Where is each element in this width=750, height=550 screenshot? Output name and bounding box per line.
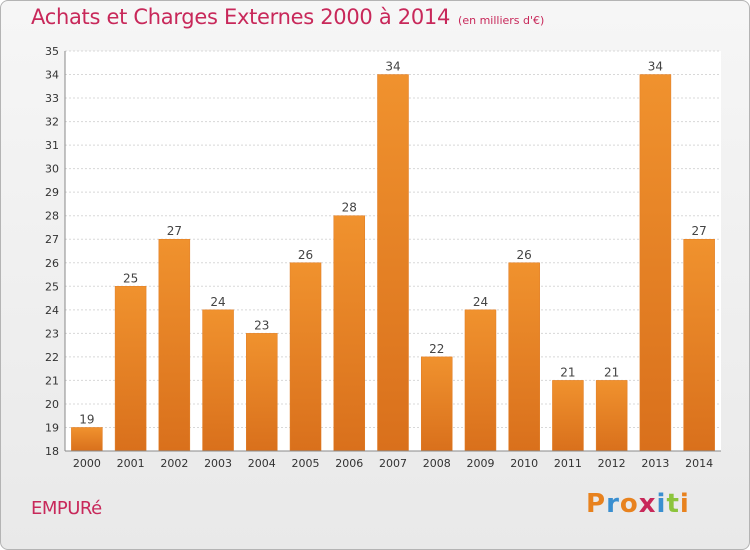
chart-header: Achats et Charges Externes 2000 à 2014 (e…: [31, 5, 544, 29]
x-tick-label: 2006: [335, 457, 363, 470]
x-tick-label: 2013: [641, 457, 669, 470]
y-tick-label: 21: [45, 374, 59, 387]
bar-2012: [595, 380, 628, 452]
logo-letter: i: [679, 489, 690, 519]
data-label: 21: [560, 365, 575, 379]
y-tick-label: 18: [45, 445, 59, 458]
y-tick-label: 30: [45, 163, 59, 176]
data-label: 26: [517, 248, 532, 262]
data-label: 24: [473, 295, 488, 309]
x-tick-label: 2001: [117, 457, 145, 470]
data-label: 23: [254, 318, 269, 332]
x-tick-label: 2003: [204, 457, 232, 470]
x-tick-label: 2010: [510, 457, 538, 470]
data-labels: 19 25 27 24 23 26 28 34 22 24 26 21 21 34 27: [79, 60, 707, 427]
logo-letter: x: [638, 489, 657, 519]
axes: 18 19 20 21 22 23 24 25 26 27 28 29 30 31 32 33 34 35 2000…: [45, 45, 721, 470]
logo-letter: r: [606, 489, 620, 519]
x-tick-label: 2011: [554, 457, 582, 470]
data-label: 34: [385, 60, 400, 74]
bar-2003: [202, 309, 234, 452]
logo-letter: t: [666, 489, 680, 519]
bar-2006: [333, 215, 366, 452]
y-tick-label: 28: [45, 210, 59, 223]
chart-subtitle: (en milliers d'€): [458, 14, 545, 27]
bar-2007: [377, 74, 409, 452]
y-tick-label: 22: [45, 351, 59, 364]
y-tick-label: 19: [45, 421, 59, 434]
data-label: 28: [342, 201, 357, 215]
y-tick-label: 34: [45, 69, 59, 82]
data-label: 19: [79, 412, 94, 426]
bar-2013: [639, 74, 672, 452]
logo-letter: P: [586, 489, 607, 519]
y-tick-label: 35: [45, 45, 59, 58]
data-label: 22: [429, 342, 444, 356]
y-tick-label: 24: [45, 304, 59, 317]
bars: [71, 74, 715, 452]
data-label: 25: [123, 271, 138, 285]
bar-2011: [552, 380, 584, 452]
y-tick-label: 25: [45, 280, 59, 293]
x-tick-label: 2012: [598, 457, 626, 470]
x-tick-label: 2002: [160, 457, 188, 470]
bar-2008: [420, 356, 453, 452]
bar-2000: [71, 427, 103, 452]
data-label: 27: [167, 224, 182, 238]
bar-2009: [464, 309, 497, 452]
bar-2010: [508, 262, 540, 452]
logo-letter: o: [619, 489, 639, 519]
x-tick-label: 2005: [292, 457, 320, 470]
x-tick-label: 2009: [466, 457, 494, 470]
logo-letter: i: [656, 489, 667, 519]
y-tick-label: 23: [45, 327, 59, 340]
y-tick-label: 31: [45, 139, 59, 152]
data-label: 21: [604, 365, 619, 379]
x-tick-label: 2004: [248, 457, 276, 470]
chart-title: Achats et Charges Externes 2000 à 2014: [31, 5, 451, 29]
bar-2014: [683, 238, 715, 452]
y-tick-label: 32: [45, 116, 59, 129]
x-tick-label: 2000: [73, 457, 101, 470]
bar-2001: [114, 286, 147, 452]
bar-2002: [158, 238, 191, 452]
bar-2005: [289, 262, 322, 452]
bar-2004: [246, 333, 278, 452]
x-tick-label: 2014: [685, 457, 713, 470]
y-tick-label: 26: [45, 257, 59, 270]
data-label: 24: [210, 295, 225, 309]
proxiti-logo[interactable]: Proxiti: [586, 489, 690, 519]
commune-name: EMPURé: [31, 498, 102, 519]
y-tick-label: 29: [45, 186, 59, 199]
y-tick-label: 33: [45, 92, 59, 105]
data-label: 27: [691, 224, 706, 238]
x-tick-label: 2008: [423, 457, 451, 470]
x-tick-label: 2007: [379, 457, 407, 470]
y-tick-label: 27: [45, 233, 59, 246]
data-label: 26: [298, 248, 313, 262]
data-label: 34: [648, 60, 663, 74]
y-tick-label: 20: [45, 398, 59, 411]
